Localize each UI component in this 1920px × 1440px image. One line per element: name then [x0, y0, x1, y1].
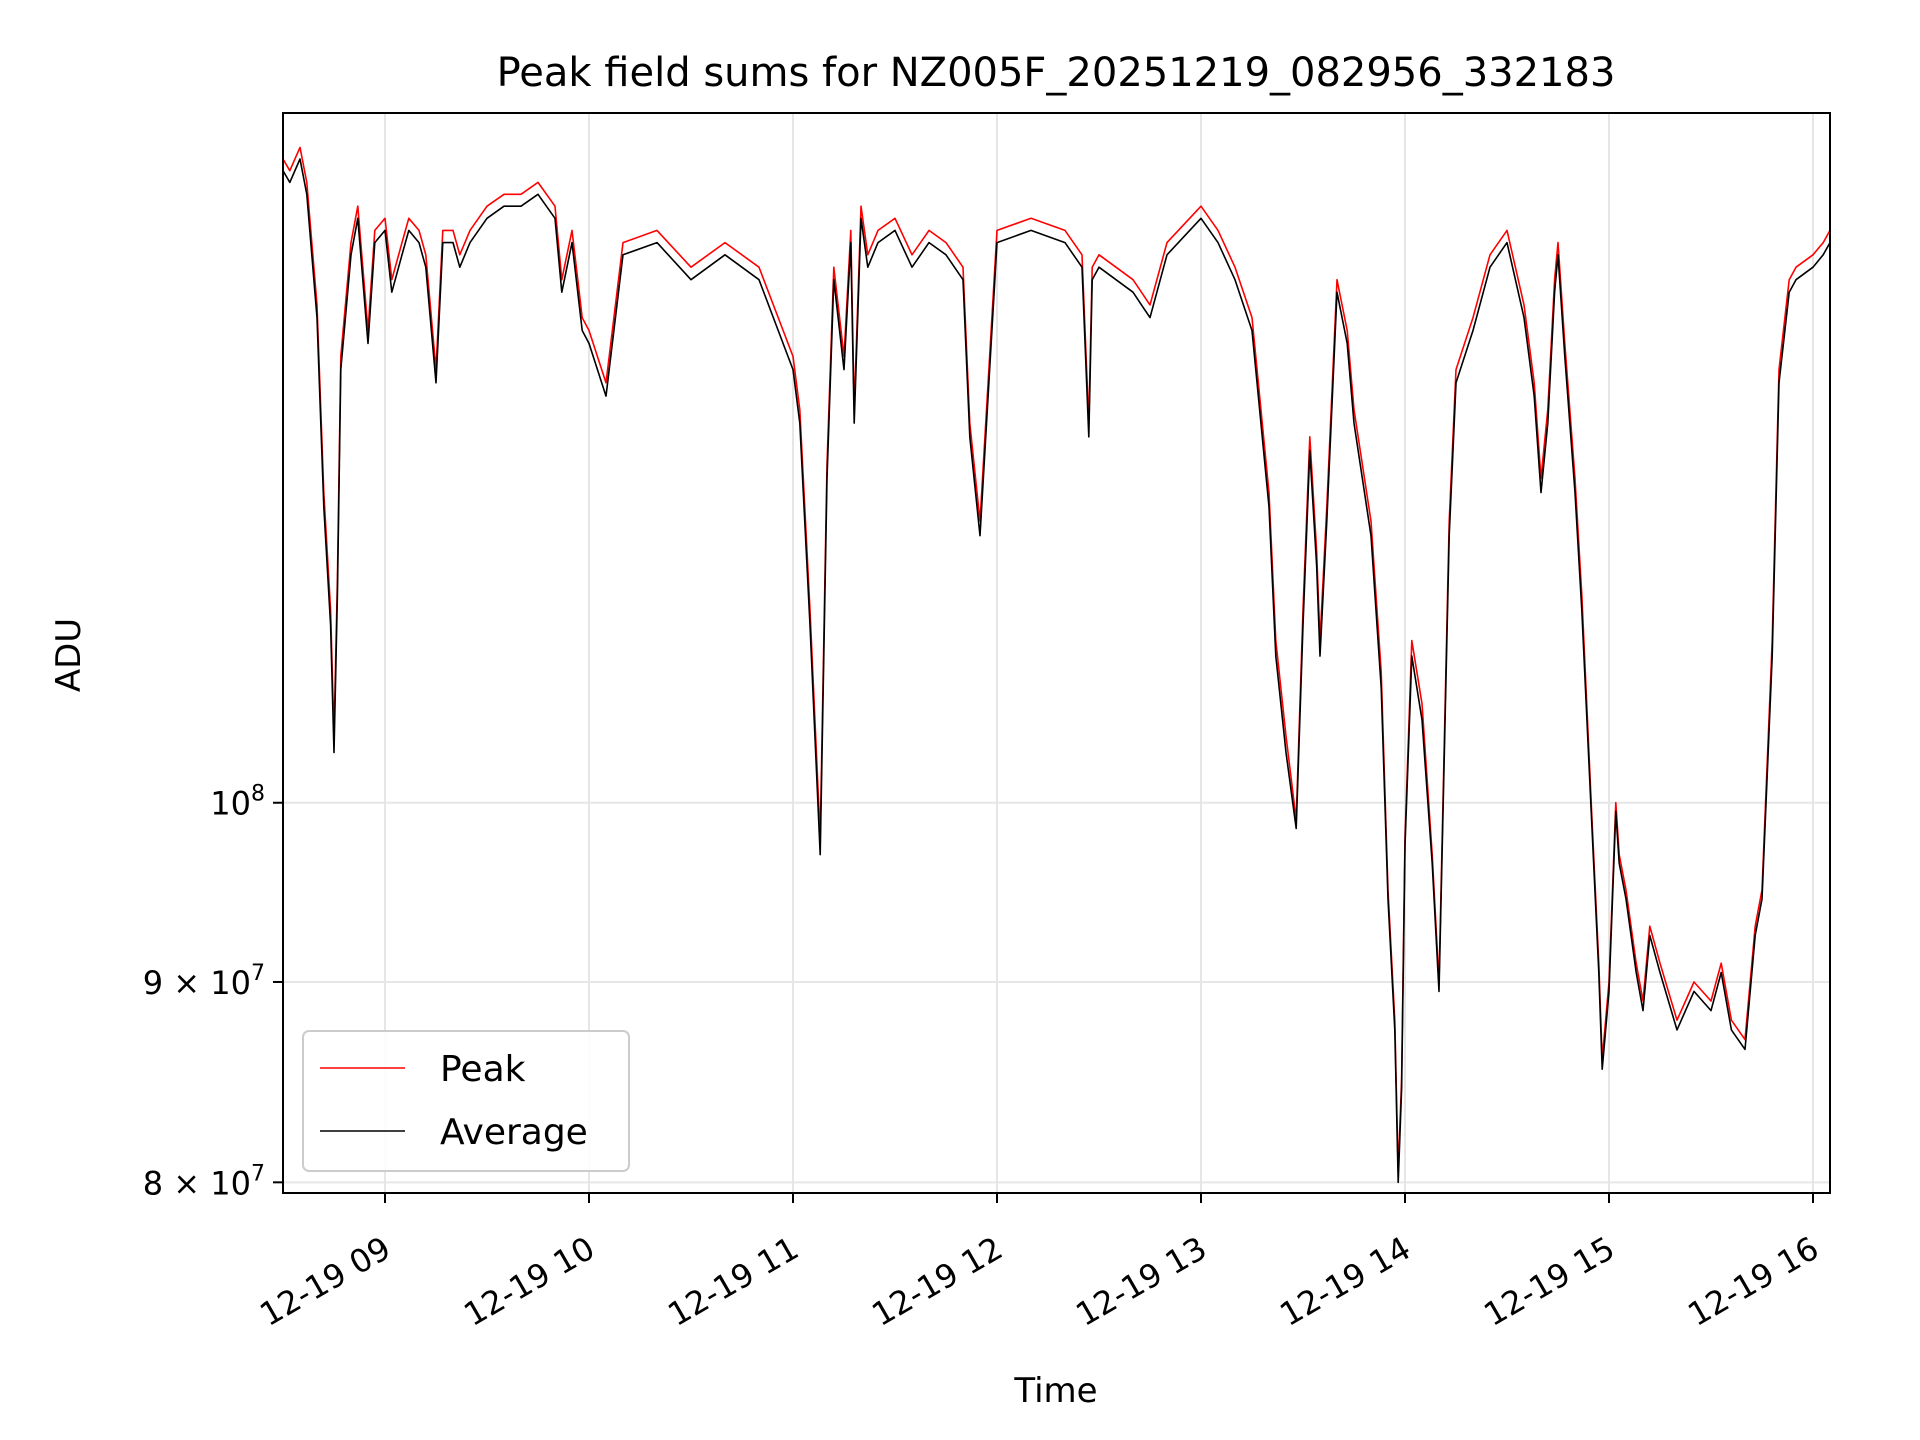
- plot-frame: [282, 112, 1831, 1194]
- y-axis-label: ADU: [49, 618, 89, 692]
- y-axis-ticks: 8 × 107 9 × 107 108: [143, 782, 283, 1202]
- x-tick-label: 12-19 16: [1681, 1229, 1825, 1334]
- x-tick-label: 12-19 13: [1069, 1229, 1213, 1334]
- y-tick-label: 8 × 107: [143, 1161, 265, 1202]
- average-series-line: [282, 158, 1831, 1184]
- series-lines: [282, 146, 1831, 1184]
- x-tick-label: 12-19 10: [457, 1229, 601, 1334]
- legend-box: [302, 1030, 630, 1172]
- y-tick-label: 9 × 107: [143, 961, 265, 1002]
- x-axis-ticks: 12-19 09 12-19 10 12-19 11 12-19 12 12-19 13…: [253, 1193, 1825, 1334]
- legend: Peak Average: [302, 1030, 630, 1172]
- x-tick-label: 12-19 12: [865, 1229, 1009, 1334]
- y-tick-label: 108: [210, 782, 265, 823]
- legend-label-average: Average: [440, 1112, 588, 1153]
- legend-label-peak: Peak: [440, 1049, 526, 1090]
- x-tick-label: 12-19 15: [1477, 1229, 1621, 1334]
- peak-series-line: [282, 146, 1831, 1173]
- x-tick-label: 12-19 11: [661, 1229, 805, 1334]
- grid-lines: [283, 113, 1830, 1193]
- x-axis-label: Time: [1013, 1371, 1097, 1411]
- chart-title: Peak field sums for NZ005F_20251219_0829…: [497, 50, 1616, 96]
- x-tick-label: 12-19 09: [253, 1229, 397, 1334]
- x-tick-label: 12-19 14: [1273, 1229, 1417, 1334]
